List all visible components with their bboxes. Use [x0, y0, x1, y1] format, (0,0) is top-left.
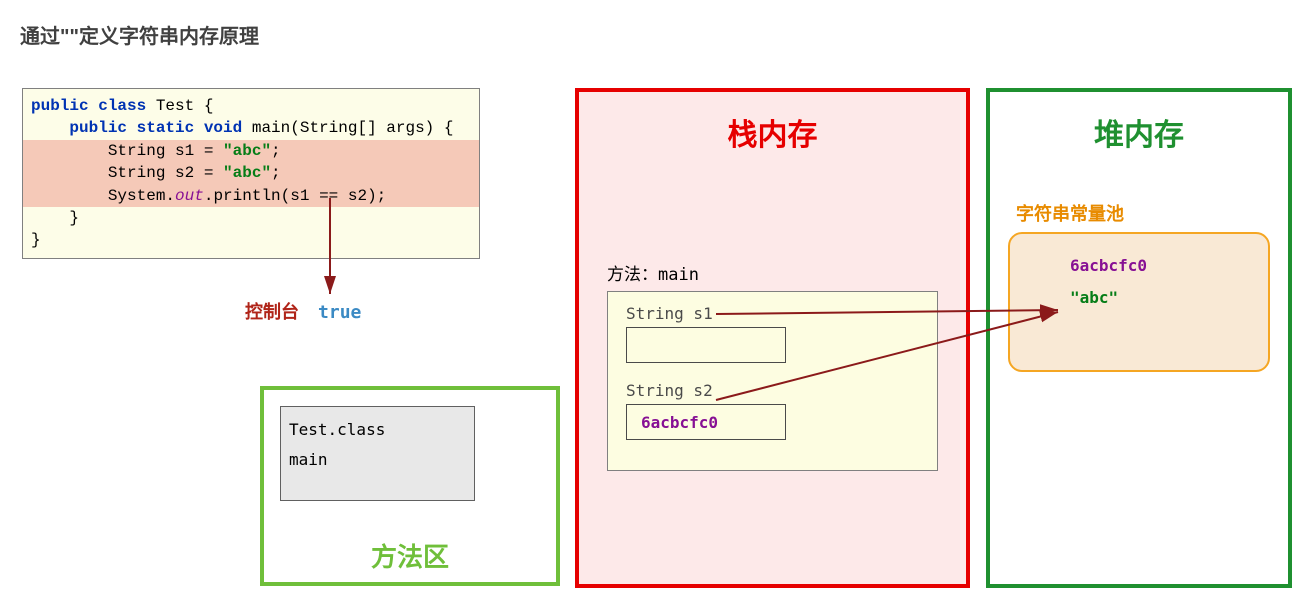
code-line: }: [23, 229, 479, 251]
pool-value: "abc": [1070, 282, 1268, 314]
method-area-label: 方法区: [371, 537, 449, 574]
console-value: true: [318, 302, 361, 323]
console-output: 控制台 true: [245, 298, 361, 324]
code-line: }: [23, 207, 479, 229]
stack-frame: String s1 String s2 6acbcfc0: [607, 291, 938, 471]
stack-var-label: String s2: [626, 381, 919, 400]
code-line: public static void main(String[] args) {: [23, 117, 479, 139]
stack-method-label: 方法：main: [607, 260, 938, 285]
class-method-name: main: [289, 445, 466, 475]
heap-title: 堆内存: [1094, 110, 1184, 154]
page-title: 通过""定义字符串内存原理: [20, 20, 1294, 49]
heap-panel: 堆内存 字符串常量池 6acbcfc0 "abc": [986, 88, 1292, 588]
code-line: String s1 = "abc";: [23, 140, 479, 162]
stack-var-label: String s1: [626, 304, 919, 323]
code-line: System.out.println(s1 == s2);: [23, 185, 479, 207]
string-pool-box: 6acbcfc0 "abc": [1008, 232, 1270, 372]
method-area-panel: Test.class main 方法区: [260, 386, 560, 586]
string-pool-label: 字符串常量池: [1016, 200, 1124, 226]
stack-var-box: 6acbcfc0: [626, 404, 786, 440]
code-block: public class Test { public static void m…: [22, 88, 480, 259]
console-label: 控制台: [245, 302, 299, 322]
stack-title: 栈内存: [728, 110, 818, 154]
stack-frame-container: 方法：main String s1 String s2 6acbcfc0: [607, 260, 938, 564]
class-file-name: Test.class: [289, 415, 466, 445]
code-line: public class Test {: [23, 95, 479, 117]
stack-var-box: [626, 327, 786, 363]
class-box: Test.class main: [280, 406, 475, 501]
code-line: String s2 = "abc";: [23, 162, 479, 184]
stack-panel: 栈内存 方法：main String s1 String s2 6acbcfc0: [575, 88, 970, 588]
pool-address: 6acbcfc0: [1070, 250, 1268, 282]
